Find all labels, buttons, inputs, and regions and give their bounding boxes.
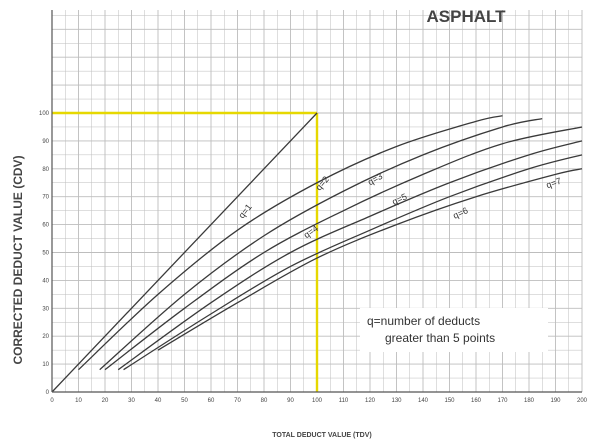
- x-tick-label: 20: [102, 398, 109, 404]
- x-tick-label: 100: [312, 398, 323, 404]
- series-line-q-6: [123, 154, 583, 371]
- y-axis-label: CORRECTED DEDUCT VALUE (CDV): [11, 155, 25, 364]
- y-tick-label: 100: [39, 111, 50, 117]
- y-tick-label: 70: [42, 195, 49, 201]
- x-tick-label: 50: [181, 398, 188, 404]
- x-tick-label: 150: [444, 398, 455, 404]
- x-tick-label: 130: [391, 398, 402, 404]
- highlight-lines: [52, 111, 319, 392]
- y-tick-label: 20: [42, 334, 49, 340]
- x-tick-label: 10: [75, 398, 82, 404]
- y-tick-label: 80: [42, 167, 49, 173]
- x-tick-label: 120: [365, 398, 376, 404]
- x-tick-label: 30: [128, 398, 135, 404]
- x-tick-label: 90: [287, 398, 294, 404]
- x-tick-label: 170: [497, 398, 508, 404]
- annotation-line-2: greater than 5 points: [385, 331, 495, 345]
- series-line-q-3: [99, 117, 543, 371]
- series-line-q-7: [157, 168, 583, 351]
- y-tick-label: 50: [42, 251, 49, 257]
- x-tick-label: 200: [577, 398, 588, 404]
- x-tick-label: 160: [471, 398, 482, 404]
- annotation-box: [360, 308, 548, 352]
- x-tick-label: 60: [208, 398, 215, 404]
- x-tick-label: 80: [261, 398, 268, 404]
- x-tick-label: 110: [339, 398, 349, 404]
- x-tick-label: 0: [50, 398, 54, 404]
- x-tick-label: 180: [524, 398, 535, 404]
- series-line-q-4: [104, 126, 583, 371]
- chart-title: ASPHALT: [426, 7, 506, 26]
- y-tick-label: 40: [42, 278, 49, 284]
- series-line-q-5: [117, 140, 583, 371]
- y-tick-label: 30: [42, 306, 49, 312]
- y-tick-label: 10: [42, 362, 49, 368]
- tick-labels: 0 10 20 30 40 50 60 70 80 90 100 110 120 130 140 150 160…: [39, 111, 588, 404]
- y-tick-label: 90: [42, 139, 49, 145]
- series-label: q=7: [545, 176, 563, 191]
- series: [51, 112, 583, 393]
- x-axis-label: TOTAL DEDUCT VALUE (TDV): [272, 432, 371, 439]
- x-tick-label: 70: [234, 398, 241, 404]
- annotation-line-1: q=number of deducts: [367, 314, 480, 328]
- y-tick-label: 0: [46, 390, 50, 396]
- y-tick-label: 60: [42, 223, 49, 229]
- x-tick-label: 40: [155, 398, 162, 404]
- series-line-q-1: [51, 112, 318, 393]
- x-tick-label: 140: [418, 398, 429, 404]
- x-tick-label: 190: [550, 398, 561, 404]
- series-line-q-2: [78, 115, 503, 371]
